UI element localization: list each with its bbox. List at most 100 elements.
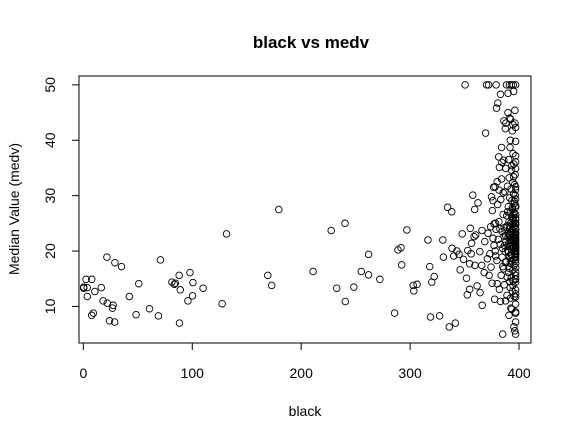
data-point [410, 287, 418, 295]
data-point [87, 275, 96, 284]
data-point [171, 279, 180, 287]
data-point [156, 256, 165, 264]
data-point [110, 318, 119, 326]
data-point [504, 89, 512, 97]
x-tick-label: 400 [507, 365, 531, 381]
data-point [508, 305, 516, 313]
y-tick-label: 10 [42, 298, 58, 314]
data-point [426, 313, 435, 321]
data-point [435, 312, 444, 320]
data-point [506, 143, 514, 152]
data-point [501, 297, 510, 305]
data-point [511, 256, 520, 264]
data-point [497, 195, 505, 204]
data-point [496, 90, 505, 99]
data-point [482, 81, 491, 89]
data-point [91, 287, 99, 296]
data-point [103, 253, 111, 261]
y-axis-label: Median Value (medv) [6, 143, 22, 275]
data-point [467, 239, 476, 248]
data-point [502, 223, 511, 231]
data-point [500, 156, 508, 164]
data-point [218, 299, 226, 308]
data-point [186, 268, 194, 277]
data-point [83, 292, 92, 301]
data-point [507, 304, 515, 312]
data-point [175, 319, 184, 327]
data-point [502, 119, 510, 127]
data-point [464, 246, 472, 255]
data-point [154, 312, 163, 320]
data-point [390, 309, 399, 317]
data-point [364, 271, 373, 279]
data-point [170, 280, 179, 289]
data-point [511, 250, 520, 258]
data-point [492, 81, 500, 89]
data-point [494, 235, 503, 244]
data-point [495, 163, 504, 172]
data-point [491, 252, 500, 260]
data-point [511, 247, 520, 256]
data-point [511, 235, 520, 243]
x-tick-label: 300 [398, 365, 422, 381]
data-point [495, 217, 503, 226]
data-point [470, 232, 478, 241]
data-point [498, 330, 507, 338]
data-point [487, 263, 495, 271]
data-point [476, 247, 484, 256]
data-point [511, 308, 520, 316]
data-point [511, 275, 520, 284]
chart-title: black vs medv [253, 33, 370, 52]
data-point [341, 219, 349, 228]
data-point [445, 323, 454, 331]
data-point [476, 288, 484, 297]
data-point [489, 234, 497, 243]
data-point [439, 253, 448, 261]
data-point [511, 119, 519, 127]
data-point [486, 222, 495, 231]
data-point [125, 292, 134, 301]
data-point [504, 242, 512, 250]
data-point [501, 258, 510, 266]
data-point [500, 232, 508, 240]
data-point [176, 286, 185, 294]
data-point [508, 161, 516, 170]
data-point [447, 207, 456, 216]
data-point [79, 283, 88, 291]
data-point [470, 205, 479, 214]
data-point [466, 224, 475, 233]
data-point [511, 300, 520, 308]
data-point [511, 252, 519, 261]
data-point [508, 204, 517, 212]
data-point [511, 185, 520, 194]
data-points [79, 81, 520, 338]
data-point [511, 237, 520, 245]
data-point [509, 149, 517, 158]
data-point [505, 174, 513, 182]
plot-frame [78, 75, 532, 344]
data-point [507, 81, 516, 89]
data-point [477, 261, 486, 270]
data-point [490, 241, 498, 250]
data-point [364, 250, 373, 259]
data-point [87, 311, 96, 320]
data-point [487, 193, 496, 201]
data-point [403, 226, 411, 234]
data-point [469, 191, 477, 199]
data-point [497, 143, 506, 152]
data-point [439, 236, 447, 244]
data-point [504, 108, 512, 117]
data-point [509, 87, 518, 96]
data-point [511, 327, 519, 335]
data-point [510, 180, 519, 189]
x-axis: 0 100 200 300 400 [79, 342, 531, 381]
data-point [471, 261, 479, 270]
data-point [145, 304, 154, 313]
data-point [473, 282, 481, 290]
data-point [309, 267, 317, 276]
data-point [82, 275, 90, 284]
data-point [508, 287, 517, 296]
data-point [443, 203, 452, 212]
data-point [500, 117, 508, 125]
data-point [465, 285, 474, 294]
